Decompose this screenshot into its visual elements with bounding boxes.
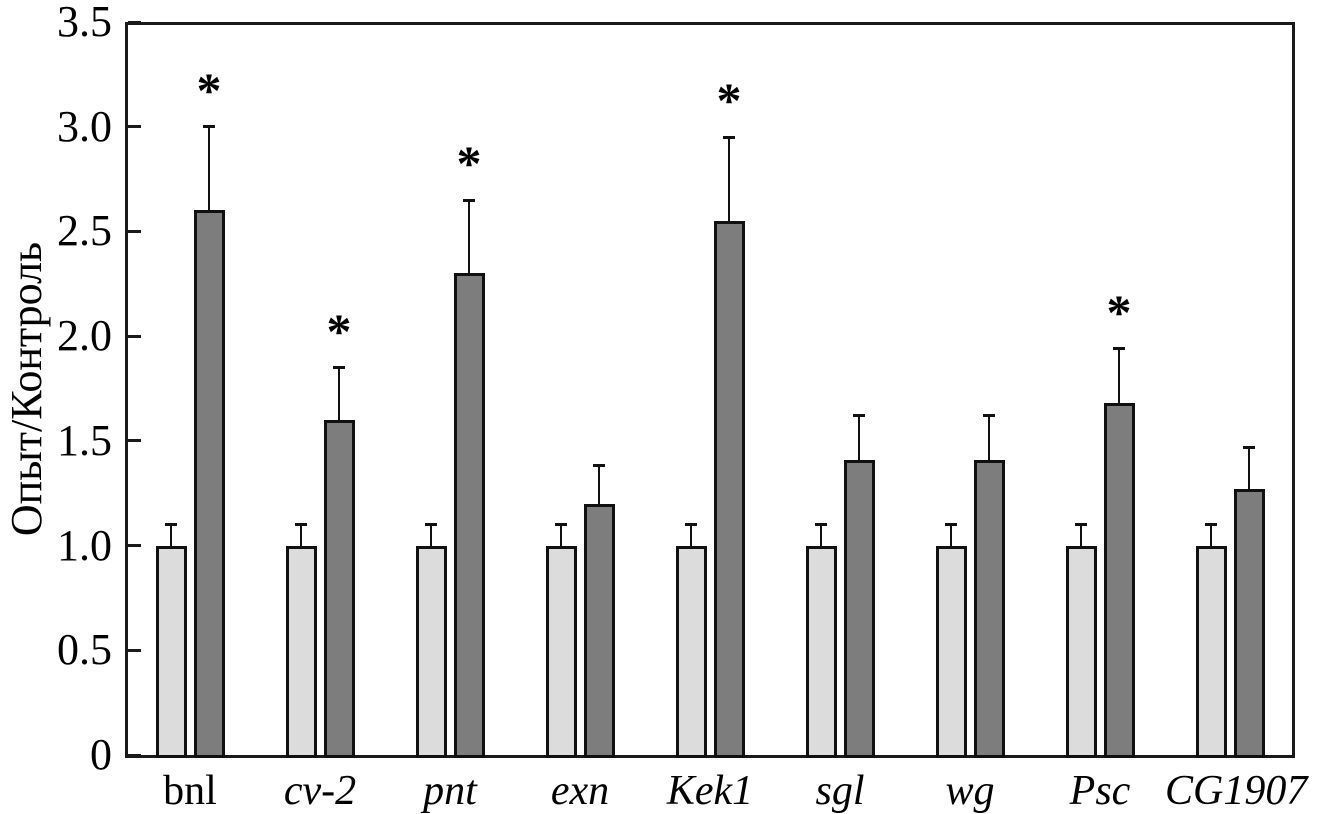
error-cap-control-bnl [165, 523, 177, 527]
error-bar-control-bnl [170, 524, 172, 546]
bar-experiment-CG1907 [1233, 489, 1265, 758]
y-tick-label: 1.5 [57, 415, 112, 465]
error-bar-control-CG1907 [1210, 524, 1212, 546]
y-tick-mark [128, 125, 141, 129]
bar-experiment-wg [973, 459, 1005, 758]
error-cap-experiment-exn [593, 464, 605, 468]
bar-control-exn [545, 545, 577, 758]
bar-experiment-cv-2 [323, 419, 355, 758]
y-tick-mark [128, 334, 141, 338]
error-bar-control-Kek1 [690, 524, 692, 546]
error-bar-experiment-sgl [858, 415, 860, 460]
error-bar-control-cv-2 [300, 524, 302, 546]
error-bar-experiment-cv-2 [338, 367, 340, 420]
bar-control-Kek1 [675, 545, 707, 758]
x-tick-label-wg: wg [945, 768, 995, 814]
bar-control-pnt [415, 545, 447, 758]
error-bar-experiment-bnl [208, 126, 210, 211]
error-bar-control-Psc [1080, 524, 1082, 546]
error-bar-experiment-wg [988, 415, 990, 460]
error-cap-control-pnt [425, 523, 437, 527]
y-tick-mark [128, 544, 141, 548]
significance-asterisk-cv-2: * [326, 302, 352, 359]
bar-experiment-Kek1 [713, 220, 745, 758]
y-tick-label: 3.5 [57, 0, 112, 46]
error-cap-experiment-Psc [1113, 347, 1125, 351]
x-tick-label-Psc: Psc [1069, 768, 1131, 814]
error-cap-experiment-CG1907 [1243, 445, 1255, 449]
bar-experiment-pnt [453, 273, 485, 758]
x-tick-label-cv-2: cv-2 [283, 768, 357, 814]
error-cap-experiment-sgl [853, 414, 865, 418]
x-tick-label-bnl: bnl [163, 768, 217, 814]
error-cap-experiment-bnl [203, 125, 215, 129]
error-cap-control-wg [945, 523, 957, 527]
error-bar-experiment-pnt [468, 200, 470, 274]
bar-experiment-Psc [1103, 403, 1135, 758]
error-cap-control-sgl [815, 523, 827, 527]
bar-experiment-sgl [843, 459, 875, 758]
error-cap-control-Kek1 [685, 523, 697, 527]
error-bar-experiment-CG1907 [1248, 447, 1250, 489]
y-tick-label: 0.5 [57, 625, 112, 675]
bar-control-cv-2 [285, 545, 317, 758]
significance-asterisk-pnt: * [456, 135, 482, 191]
x-tick-label-pnt: pnt [423, 768, 477, 814]
y-tick-label: 2.5 [57, 206, 112, 256]
error-bar-experiment-exn [598, 465, 600, 504]
error-bar-control-sgl [820, 524, 822, 546]
bar-control-Psc [1065, 545, 1097, 758]
error-cap-control-exn [555, 523, 567, 527]
y-tick-mark [128, 229, 141, 233]
y-tick-label: 2.0 [57, 311, 112, 361]
error-bar-experiment-Kek1 [728, 137, 730, 221]
y-tick-label: 0 [90, 730, 112, 779]
x-tick-label-CG1907: CG1907 [1165, 768, 1308, 814]
error-cap-experiment-cv-2 [333, 366, 345, 370]
x-tick-label-Kek1: Kek1 [666, 768, 754, 814]
error-cap-control-Psc [1075, 523, 1087, 527]
error-cap-control-cv-2 [295, 523, 307, 527]
error-bar-control-exn [560, 524, 562, 546]
error-bar-control-wg [950, 524, 952, 546]
bar-experiment-exn [583, 503, 615, 758]
y-tick-label: 3.0 [57, 101, 112, 151]
bar-control-CG1907 [1195, 545, 1227, 758]
error-cap-experiment-pnt [463, 198, 475, 202]
y-tick-mark [128, 753, 141, 757]
x-tick-label-exn: exn [550, 768, 610, 814]
error-cap-experiment-Kek1 [723, 135, 735, 139]
bar-control-bnl [155, 545, 187, 758]
y-tick-label: 1.0 [57, 520, 112, 570]
y-tick-mark [128, 648, 141, 652]
bar-experiment-bnl [193, 210, 225, 758]
x-tick-label-sgl: sgl [815, 768, 865, 814]
plot-area [125, 22, 1295, 758]
significance-asterisk-Kek1: * [716, 72, 742, 129]
error-cap-control-CG1907 [1205, 523, 1217, 527]
error-bar-control-pnt [430, 524, 432, 546]
error-bar-experiment-Psc [1118, 348, 1120, 404]
significance-asterisk-bnl: * [196, 61, 222, 118]
error-cap-experiment-wg [983, 414, 995, 418]
significance-asterisk-Psc: * [1106, 283, 1132, 340]
y-tick-mark [128, 20, 141, 24]
bar-control-wg [935, 545, 967, 758]
y-tick-mark [128, 439, 141, 443]
bar-control-sgl [805, 545, 837, 758]
